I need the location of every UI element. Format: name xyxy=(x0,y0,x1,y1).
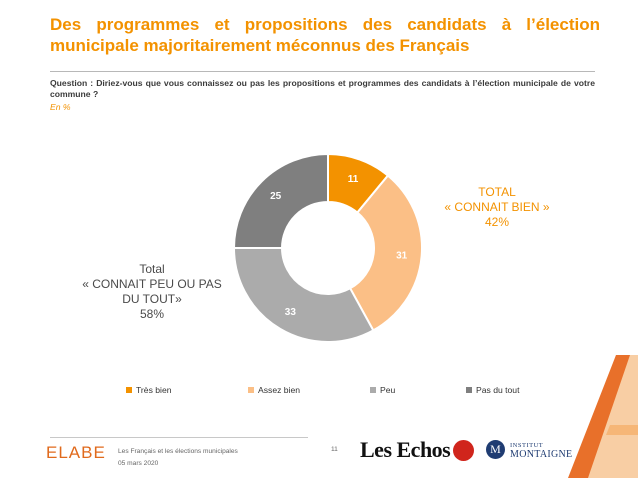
institut-montaigne-logo: INSTITUT MONTAIGNE xyxy=(510,441,573,460)
donut-slice-peu xyxy=(232,247,375,343)
footer-text: Les Français et les élections municipale… xyxy=(118,446,238,470)
legend-item-peu: Peu xyxy=(370,385,395,395)
donut-slice-value-label: 33 xyxy=(285,307,297,318)
callout-left-value: 58% xyxy=(139,307,165,321)
footer-date: 05 mars 2020 xyxy=(118,460,159,467)
donut-slice-assez-bien xyxy=(348,174,423,332)
callout-connait-bien: TOTAL « CONNAIT BIEN » 42% xyxy=(432,185,562,230)
legend-swatch xyxy=(126,387,132,393)
legend-label: Très bien xyxy=(136,385,172,395)
legend-swatch xyxy=(370,387,376,393)
institut-montaigne-line2: MONTAIGNE xyxy=(510,449,573,460)
callout-left-line3: DU TOUT» xyxy=(122,292,182,306)
radio-classique-logo xyxy=(453,440,474,461)
legend-swatch xyxy=(466,387,472,393)
callout-right-line1: TOTAL xyxy=(478,185,516,199)
title-divider xyxy=(50,71,595,72)
footer-study-title: Les Français et les élections municipale… xyxy=(118,448,238,455)
elabe-logo: ELABE xyxy=(46,443,106,462)
institut-montaigne-icon: M xyxy=(486,440,505,459)
unit-label: En % xyxy=(50,102,71,112)
callout-connait-peu: Total « CONNAIT PEU OU PAS DU TOUT» 58% xyxy=(72,262,232,322)
donut-slice-value-label: 11 xyxy=(348,174,359,185)
legend-item-assez-bien: Assez bien xyxy=(248,385,300,395)
donut-slice-pas-du-tout xyxy=(232,152,329,249)
callout-right-line2: « CONNAIT BIEN » xyxy=(444,200,550,214)
legend-label: Assez bien xyxy=(258,385,301,395)
elabe-decorative-a-icon xyxy=(568,355,638,478)
survey-question: Question : Diriez-vous que vous connaiss… xyxy=(50,78,595,99)
institut-montaigne-line1: INSTITUT xyxy=(510,442,544,449)
legend-item-pas-du-tout: Pas du tout xyxy=(466,385,519,395)
callout-left-line2: « CONNAIT PEU OU PAS xyxy=(82,277,222,291)
page-title: Des programmes et propositions des candi… xyxy=(50,15,600,55)
callout-right-value: 42% xyxy=(484,215,510,229)
page-number: 11 xyxy=(331,446,338,453)
callout-left-line1: Total xyxy=(139,262,165,276)
legend-label: Pas du tout xyxy=(476,385,520,395)
les-echos-logo: Les Echos xyxy=(360,437,451,462)
donut-slice-value-label: 25 xyxy=(270,191,282,202)
chart-legend: Très bien Assez bien Peu Pas du tout xyxy=(0,385,638,397)
legend-label: Peu xyxy=(380,385,396,395)
legend-swatch xyxy=(248,387,254,393)
footer-divider xyxy=(50,437,308,438)
donut-slice-value-label: 31 xyxy=(396,250,408,261)
legend-item-tres-bien: Très bien xyxy=(126,385,172,395)
